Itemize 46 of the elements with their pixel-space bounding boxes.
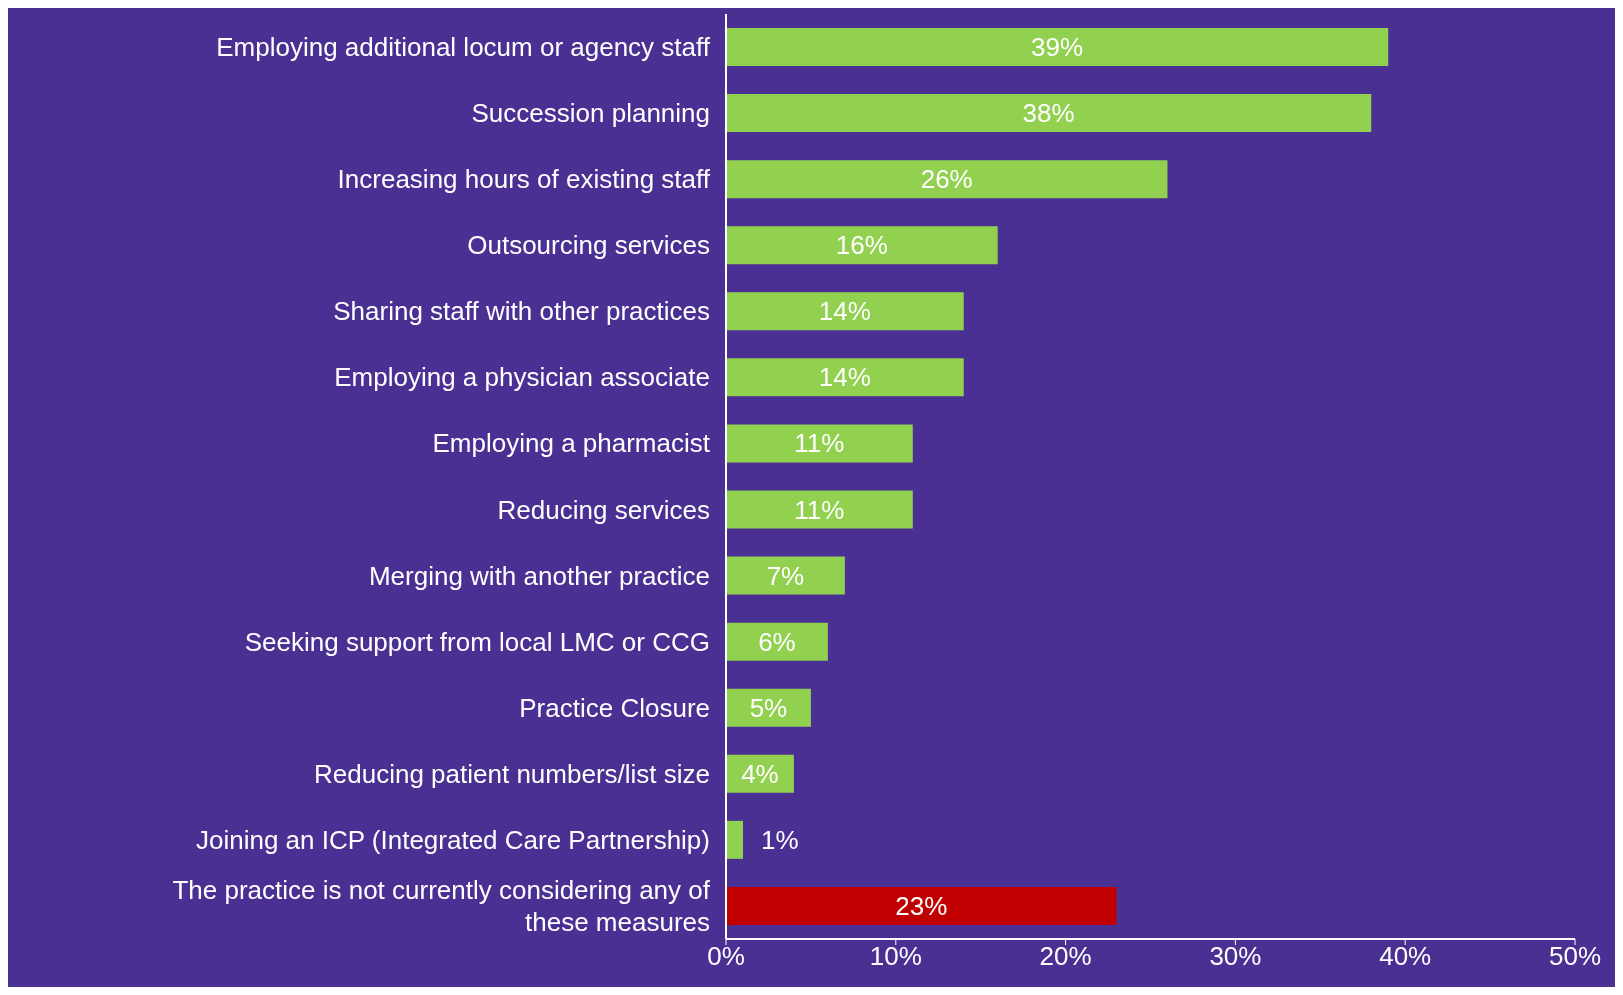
data-label: 39% [1031,32,1084,62]
data-label: 26% [920,164,973,195]
y-tick-label: Employing additional locum or agency staff [216,32,711,63]
data-label: 23% [895,890,948,921]
data-label: 14% [818,362,871,393]
bar [726,556,845,595]
x-tick-label: 50% [1548,941,1602,972]
bar [726,292,964,331]
bar [726,160,1168,199]
bar [726,94,1372,133]
bar [726,424,913,463]
y-tick-label: Practice Closure [519,692,710,723]
y-tick-label: Employing a pharmacist [432,428,711,459]
y-tick-label: Joining an ICP (Integrated Care Partnership) [195,824,710,855]
bar [726,820,743,859]
bar [726,490,913,529]
y-tick-label: Reducing patient numbers/list size [314,758,710,789]
y-tick-label: Reducing services [497,494,710,525]
y-tick-label: The practice is not currently considering any of these measures [172,875,711,937]
y-tick-label: Succession planning [471,98,710,129]
data-label: 6% [758,626,796,657]
bar [726,226,998,265]
x-tick-label: 40% [1379,941,1432,972]
bar [726,358,964,397]
data-label: 16% [835,230,888,261]
y-tick-label: Merging with another practice [368,560,710,591]
data-label: 5% [749,692,788,723]
x-tick-label: 20% [1039,941,1092,972]
y-tick-label: Employing a physician associate [334,362,710,393]
y-tick-label: Sharing staff with other practices [333,296,710,327]
y-tick-label: Seeking support from local LMC or CCG [244,626,710,657]
bar [726,28,1389,66]
data-label: 14% [818,296,871,327]
data-label: 38% [1022,98,1075,129]
data-label: 11% [794,428,845,459]
y-tick-label: Outsourcing services [467,230,710,261]
x-tick-label: 0% [707,941,745,972]
bar [726,886,1117,925]
bar [726,622,828,661]
data-label: 7% [766,560,805,591]
y-tick-label: Increasing hours of existing staff [337,164,711,195]
x-tick-label: 10% [869,941,922,972]
data-label: 11% [794,494,845,525]
data-label: 4% [741,758,779,789]
data-label: 1% [760,824,799,855]
x-tick-label: 30% [1209,941,1262,972]
